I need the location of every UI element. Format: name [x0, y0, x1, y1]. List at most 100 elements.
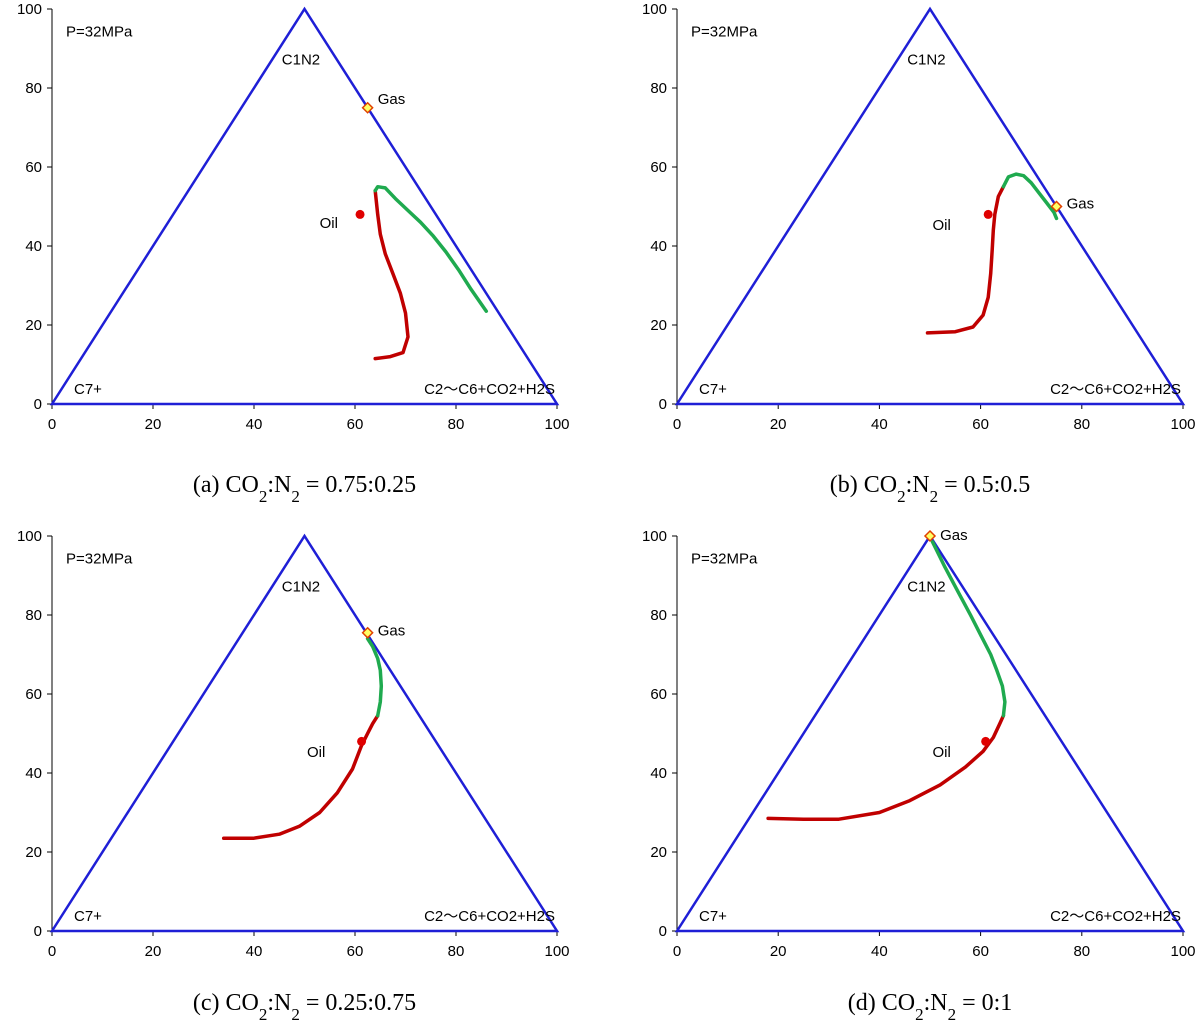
y-tick-label: 0 — [34, 923, 42, 940]
left-vertex-label: C7+ — [74, 381, 102, 398]
y-tick-label: 20 — [25, 844, 42, 861]
y-tick-label: 0 — [659, 396, 667, 413]
gas-label: Gas — [1067, 195, 1095, 212]
x-tick-label: 0 — [48, 416, 56, 433]
x-tick-label: 0 — [673, 943, 681, 960]
y-tick-label: 80 — [650, 80, 667, 97]
pressure-label: P=32MPa — [691, 551, 758, 568]
gas-side-curve — [930, 540, 1007, 718]
y-tick-label: 80 — [25, 607, 42, 624]
x-tick-label: 80 — [1073, 416, 1090, 433]
x-tick-label: 80 — [448, 416, 465, 433]
right-vertex-label: C2～C6+CO2+H2S — [1050, 381, 1181, 398]
oil-point — [357, 736, 367, 746]
gas-side-curve — [1001, 172, 1059, 221]
y-tick-label: 20 — [650, 317, 667, 334]
y-tick-label: 40 — [25, 765, 42, 782]
ternary-triangle — [49, 533, 560, 933]
y-tick-label: 80 — [25, 80, 42, 97]
x-tick-label: 60 — [972, 416, 989, 433]
panel-caption: (a) CO2:N2 = 0.75:0.25 — [193, 472, 416, 506]
apex-label: C1N2 — [282, 578, 320, 595]
oil-side-curve — [373, 188, 410, 361]
apex-label: C1N2 — [907, 578, 945, 595]
oil-point — [355, 209, 365, 219]
apex-label: C1N2 — [907, 51, 945, 68]
x-tick-label: 100 — [1170, 416, 1195, 433]
panel-caption: (b) CO2:N2 = 0.5:0.5 — [830, 472, 1031, 506]
oil-label: Oil — [933, 744, 951, 761]
y-tick-label: 60 — [650, 686, 667, 703]
gas-point — [1050, 200, 1063, 213]
y-tick-label: 80 — [650, 607, 667, 624]
oil-point — [983, 209, 993, 219]
y-tick-label: 60 — [650, 159, 667, 176]
oil-label: Oil — [307, 744, 325, 761]
y-tick-label: 0 — [34, 396, 42, 413]
y-tick-label: 40 — [650, 765, 667, 782]
x-tick-label: 0 — [673, 416, 681, 433]
pressure-label: P=32MPa — [691, 24, 758, 41]
right-vertex-label: C2～C6+CO2+H2S — [1050, 908, 1181, 925]
y-tick-label: 60 — [25, 159, 42, 176]
x-tick-label: 100 — [544, 416, 569, 433]
y-tick-label: 40 — [650, 238, 667, 255]
x-tick-label: 20 — [145, 416, 162, 433]
oil-label: Oil — [933, 217, 951, 234]
ternary-triangle — [49, 6, 560, 406]
gas-label: Gas — [378, 623, 406, 640]
panel-caption: (c) CO2:N2 = 0.25:0.75 — [193, 990, 416, 1024]
y-tick-label: 100 — [642, 528, 667, 545]
oil-side-curve — [766, 713, 1006, 821]
gas-point — [361, 101, 374, 114]
apex-label: C1N2 — [282, 51, 320, 68]
x-tick-label: 60 — [972, 943, 989, 960]
x-tick-label: 20 — [770, 416, 787, 433]
x-tick-label: 20 — [770, 943, 787, 960]
gas-label: Gas — [378, 91, 406, 108]
x-tick-label: 100 — [1170, 943, 1195, 960]
y-tick-label: 100 — [17, 1, 42, 18]
ternary-panel-d: 0 20 40 60 80 100 0 20 40 60 80 100 P=32MPa C1N2 C7+ C2… — [642, 527, 1196, 1024]
gas-side-curve — [373, 184, 489, 313]
y-tick-label: 100 — [642, 1, 667, 18]
ternary-triangle — [674, 533, 1186, 933]
x-tick-label: 0 — [48, 943, 56, 960]
oil-side-curve — [221, 713, 380, 840]
gas-point — [361, 626, 374, 639]
oil-side-curve — [925, 184, 1006, 335]
y-tick-label: 100 — [17, 528, 42, 545]
gas-label: Gas — [940, 527, 968, 544]
ternary-panel-b: 0 20 40 60 80 100 0 20 40 60 80 100 P=32MPa C1N2 C7+ C2… — [642, 1, 1196, 506]
x-tick-label: 80 — [1073, 943, 1090, 960]
y-tick-label: 60 — [25, 686, 42, 703]
right-vertex-label: C2～C6+CO2+H2S — [424, 381, 555, 398]
y-tick-label: 0 — [659, 923, 667, 940]
pressure-label: P=32MPa — [66, 551, 133, 568]
right-vertex-label: C2～C6+CO2+H2S — [424, 908, 555, 925]
x-tick-label: 80 — [448, 943, 465, 960]
left-vertex-label: C7+ — [699, 381, 727, 398]
ternary-panel-c: 0 20 40 60 80 100 0 20 40 60 80 100 P=32MPa C1N2 C7+ C2… — [17, 528, 570, 1024]
y-tick-label: 20 — [25, 317, 42, 334]
x-tick-label: 60 — [347, 943, 364, 960]
ternary-panel-a: 0 20 40 60 80 100 0 20 40 60 80 100 P=32MPa C1N2 C7+ C2… — [17, 1, 570, 506]
y-tick-label: 40 — [25, 238, 42, 255]
x-tick-label: 40 — [246, 416, 263, 433]
gas-side-curve — [365, 636, 384, 718]
panel-caption: (d) CO2:N2 = 0:1 — [848, 990, 1013, 1024]
x-tick-label: 100 — [544, 943, 569, 960]
left-vertex-label: C7+ — [699, 908, 727, 925]
pressure-label: P=32MPa — [66, 24, 133, 41]
x-tick-label: 40 — [871, 943, 888, 960]
x-tick-label: 20 — [145, 943, 162, 960]
x-tick-label: 40 — [871, 416, 888, 433]
left-vertex-label: C7+ — [74, 908, 102, 925]
gas-point — [923, 529, 937, 543]
x-tick-label: 60 — [347, 416, 364, 433]
x-tick-label: 40 — [246, 943, 263, 960]
oil-point — [981, 736, 991, 746]
oil-label: Oil — [320, 215, 338, 232]
y-tick-label: 20 — [650, 844, 667, 861]
